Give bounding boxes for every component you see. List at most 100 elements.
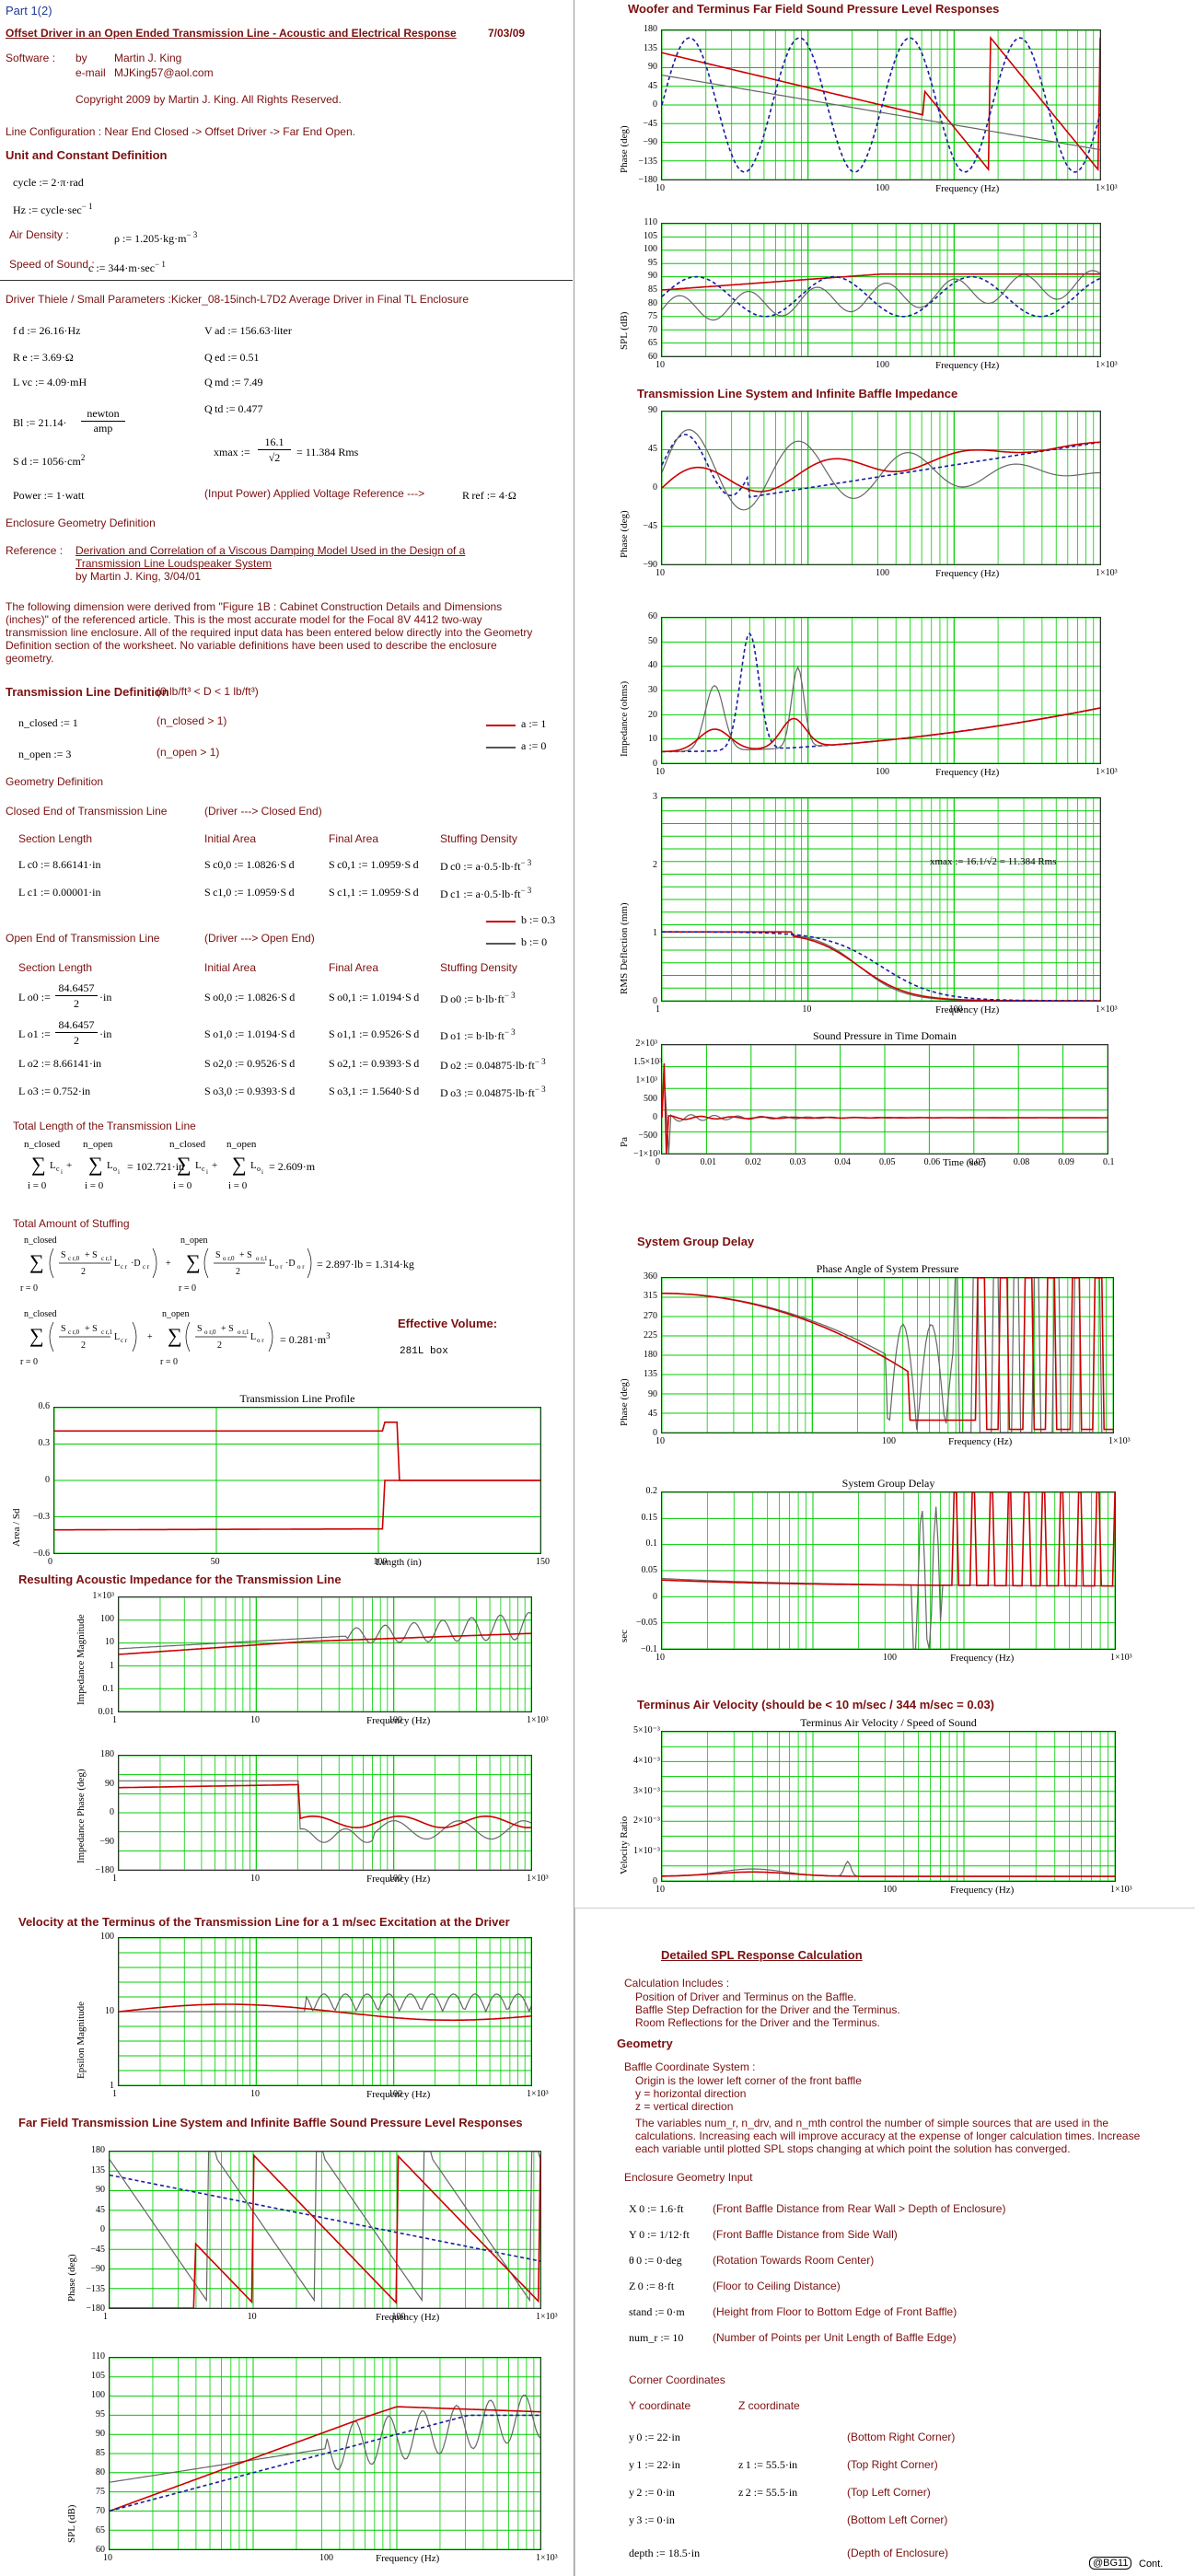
- terminus-vel-chart-xtick: 1×10³: [1110, 1885, 1132, 1895]
- rms-chart-ytick: 0: [653, 996, 657, 1006]
- svg-text:o r,1: o r,1: [256, 1255, 268, 1262]
- w-spl-chart-ytick: 105: [644, 230, 657, 241]
- open-r3-c1: S o3,0 := 0.9393·S d: [204, 1085, 296, 1097]
- time-chart-ytick: 1×10³: [635, 1075, 657, 1085]
- imp-mag-chart-xlabel: Frequency (Hz): [366, 1715, 431, 1726]
- fd: f d := 26.16·Hz: [13, 324, 81, 337]
- w-spl-chart-ylabel: SPL (dB): [619, 311, 630, 350]
- sys-imp-mag-chart-ylabel: Impedance (ohms): [619, 680, 630, 757]
- w-spl-chart-series-2: [661, 270, 1101, 321]
- eps-chart-xtick: 1×10³: [527, 2089, 549, 2099]
- imp-mag-chart-ytick: 0.1: [102, 1683, 115, 1694]
- ff-phase-chart-series-1: [109, 2151, 541, 2303]
- profile-chart-xtick: 150: [536, 1557, 550, 1567]
- time-chart-ytick: 1.5×10³: [633, 1057, 663, 1067]
- sd: S d := 1056·cm2: [13, 453, 86, 468]
- svg-text:c r,1: c r,1: [101, 1255, 113, 1262]
- svg-text:n_closed: n_closed: [24, 1139, 61, 1150]
- imp-phase-chart-ytick: 180: [100, 1749, 114, 1759]
- copyright: Copyright 2009 by Martin J. King. All Ri…: [75, 93, 342, 106]
- open-r1-unit: ·in: [99, 1027, 112, 1040]
- profile-chart-xtick: 0: [48, 1557, 52, 1567]
- ff-spl-chart-ytick: 90: [96, 2429, 105, 2439]
- sys-phase-chart-ytick: 90: [648, 1388, 657, 1399]
- sys-imp-mag-chart-ytick: 40: [648, 660, 657, 671]
- profile-chart-xlabel: Length (in): [376, 1557, 422, 1568]
- terminus-vel-chart-xlabel: Frequency (Hz): [950, 1885, 1015, 1896]
- tl-def-heading: Transmission Line Definition: [6, 685, 169, 699]
- re: R e := 3.69·Ω: [13, 351, 74, 364]
- w-spl-chart-ytick: 80: [648, 297, 657, 308]
- acoustic-heading: Resulting Acoustic Impedance for the Tra…: [18, 1572, 342, 1586]
- ff-spl-chart-series-1: [109, 2406, 541, 2512]
- closed-heading: Closed End of Transmission Line: [6, 805, 168, 818]
- open-r1-frac-num: 84.6457: [55, 1018, 98, 1033]
- eps-chart-ytick: 10: [105, 2006, 114, 2016]
- bl-unit-bot: amp: [93, 422, 113, 435]
- ff-spl-chart-ytick: 85: [96, 2448, 105, 2458]
- ff-spl-chart-ytick: 100: [91, 2390, 105, 2400]
- b-03: b := 0.3: [521, 913, 556, 926]
- a0-marker: [486, 747, 516, 748]
- ff-spl-chart-ytick: 105: [91, 2371, 105, 2381]
- svg-text:2: 2: [217, 1340, 222, 1351]
- email-link[interactable]: MJKing57@aol.com: [114, 66, 214, 79]
- y-coord-heading: Y coordinate: [629, 2399, 691, 2412]
- rms-chart-xlabel: Frequency (Hz): [935, 1004, 1000, 1015]
- svg-text:L: L: [50, 1160, 56, 1171]
- xmax-val: = 11.384 Rms: [296, 446, 359, 458]
- terminus-vel-chart-title: Terminus Air Velocity / Speed of Sound: [800, 1716, 977, 1729]
- sys-imp-phase-chart-ylabel: Phase (deg): [619, 510, 630, 558]
- w-spl-chart-series-0: [661, 273, 1100, 291]
- ff-phase-chart: [109, 2151, 541, 2309]
- sys-phase-chart-ytick: 180: [644, 1350, 657, 1360]
- profile-chart-ytick: 0: [45, 1475, 50, 1485]
- geometry-heading: Geometry: [617, 2036, 673, 2050]
- profile-chart-title: Transmission Line Profile: [239, 1392, 355, 1405]
- closed-r0-c1: S c0,0 := 1.0826·S d: [204, 858, 295, 871]
- ff-phase-chart-xtick: 10: [247, 2312, 257, 2322]
- air-def: ρ := 1.205·kg·m− 3: [114, 230, 198, 245]
- time-chart: [661, 1044, 1108, 1155]
- closed-r1-c0: L c1 := 0.00001·in: [18, 886, 101, 899]
- sys-imp-mag-chart-svg: [661, 617, 1101, 764]
- group-delay-chart-ytick: 0: [653, 1591, 657, 1602]
- corner-note-1: (Top Right Corner): [847, 2458, 938, 2471]
- group-delay-chart-svg: [661, 1491, 1116, 1650]
- time-chart-xtick: 0.1: [1103, 1157, 1115, 1167]
- closed-r0-c3: D c0 := a·0.5·lb·ft− 3: [440, 858, 532, 873]
- geom-input-4: stand := 0·m: [629, 2305, 685, 2318]
- svg-text:L: L: [250, 1160, 257, 1171]
- velocity-heading: Velocity at the Terminus of the Transmis…: [18, 1915, 510, 1929]
- w-phase-chart-series-1: [661, 37, 1101, 173]
- open-r1-c3: D o1 := b·lb·ft− 3: [440, 1027, 516, 1042]
- terminus-vel-chart-xtick: 100: [883, 1885, 897, 1895]
- svg-text:2: 2: [81, 1267, 86, 1277]
- eps-chart-xlabel: Frequency (Hz): [366, 2089, 431, 2100]
- svg-text:+: +: [66, 1160, 72, 1171]
- geom-input-1: Y 0 := 1/12·ft: [629, 2228, 690, 2241]
- svg-text:2: 2: [81, 1340, 86, 1351]
- rms-note: xmax := 16.1/√2 = 11.384 Rms: [930, 856, 1057, 867]
- rms-chart: [661, 797, 1101, 1002]
- open-r0-frac-num: 84.6457: [55, 981, 98, 996]
- reference-link-1[interactable]: Derivation and Correlation of a Viscous …: [75, 544, 466, 557]
- imp-phase-chart-ytick: −90: [99, 1836, 114, 1847]
- spl-calc-heading: Detailed SPL Response Calculation: [661, 1948, 863, 1962]
- reference-link-2[interactable]: Transmission Line Loudspeaker System: [75, 557, 272, 570]
- geom-input-2: θ 0 := 0·deg: [629, 2254, 682, 2267]
- ff-spl-chart-xtick: 10: [103, 2553, 112, 2563]
- group-delay-chart-ytick: 0.15: [641, 1512, 658, 1523]
- svg-text:+ S: + S: [239, 1250, 252, 1260]
- driver-heading: Driver Thiele / Small Parameters :Kicker…: [6, 293, 470, 306]
- svg-text:c: c: [56, 1165, 60, 1173]
- b0-marker: [486, 943, 516, 945]
- svg-text:∑: ∑: [232, 1153, 247, 1176]
- ff-spl-chart-ytick: 70: [96, 2506, 105, 2516]
- imp-mag-chart-ytick: 100: [100, 1614, 114, 1625]
- ff-spl-chart-ytick: 65: [96, 2525, 105, 2535]
- depth-note: (Depth of Enclosure): [847, 2547, 949, 2559]
- w-phase-chart-xtick: 100: [876, 183, 889, 193]
- sys-imp-mag-chart-ytick: 30: [648, 685, 657, 695]
